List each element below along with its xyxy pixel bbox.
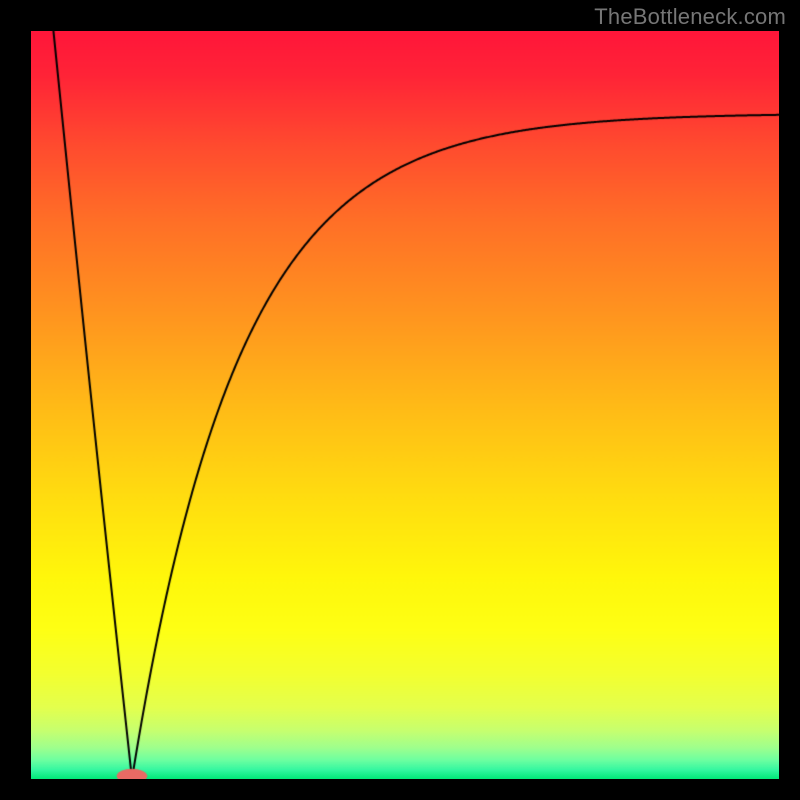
bottleneck-curve-chart xyxy=(31,31,779,779)
chart-frame: TheBottleneck.com xyxy=(0,0,800,800)
watermark-text: TheBottleneck.com xyxy=(594,4,786,30)
